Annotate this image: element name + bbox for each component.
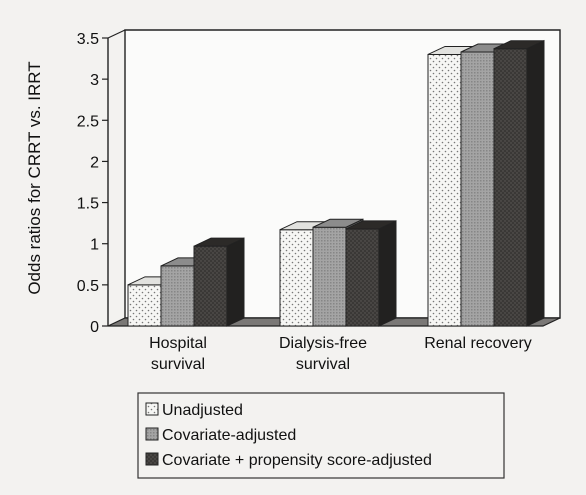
bar-front <box>345 228 380 327</box>
y-tick-label: 2 <box>90 154 99 171</box>
y-tick-label: 3 <box>90 72 99 89</box>
bar-front <box>427 53 462 327</box>
legend-swatch <box>145 427 159 441</box>
bar-top <box>345 220 397 230</box>
y-tick-label: 1 <box>90 237 99 254</box>
bar-front <box>460 51 495 327</box>
y-tick-label: 0 <box>90 319 99 336</box>
y-tick-label: 2.5 <box>77 113 99 130</box>
x-axis-labels: Hospital survival Dialysis-free survival Ren… <box>149 335 532 373</box>
legend-box <box>137 392 505 479</box>
bar-side <box>226 237 245 327</box>
bar-front <box>193 245 228 327</box>
bar-front <box>127 284 162 327</box>
y-tick-label: 3.5 <box>77 31 99 48</box>
bar-top <box>312 218 364 228</box>
x-category-label: Dialysis-free <box>279 335 367 352</box>
y-axis-depth <box>107 29 126 39</box>
bar <box>345 220 397 327</box>
bar-front <box>312 226 347 327</box>
legend: Unadjusted Covariate-adjusted Covariate + … <box>145 402 432 469</box>
y-tick-label: 1.5 <box>77 196 99 213</box>
bar-side <box>378 220 397 327</box>
x-category-label: Renal recovery <box>424 335 532 352</box>
legend-swatch <box>145 402 159 416</box>
legend-label: Unadjusted <box>162 402 243 419</box>
legend-swatch <box>145 452 159 466</box>
x-category-label: Hospital <box>149 335 207 352</box>
bar-front <box>279 229 314 327</box>
y-axis-ticks: 0 0.5 1 1.5 2 2.5 3 3.5 <box>77 31 108 336</box>
legend-label: Covariate + propensity score-adjusted <box>162 452 432 469</box>
x-category-label: survival <box>151 356 205 373</box>
bars-group <box>127 39 545 327</box>
bar <box>193 237 245 327</box>
legend-label: Covariate-adjusted <box>162 427 296 444</box>
bar-top <box>193 237 245 247</box>
y-tick-label: 0.5 <box>77 278 99 295</box>
y-axis-label: Odds ratios for CRRT vs. IRRT <box>25 61 44 294</box>
bar-front <box>493 48 528 327</box>
bar-top <box>493 40 545 50</box>
x-category-label: survival <box>296 356 350 373</box>
bar-front <box>160 265 195 327</box>
bar <box>493 39 545 327</box>
bar-side <box>526 39 545 327</box>
